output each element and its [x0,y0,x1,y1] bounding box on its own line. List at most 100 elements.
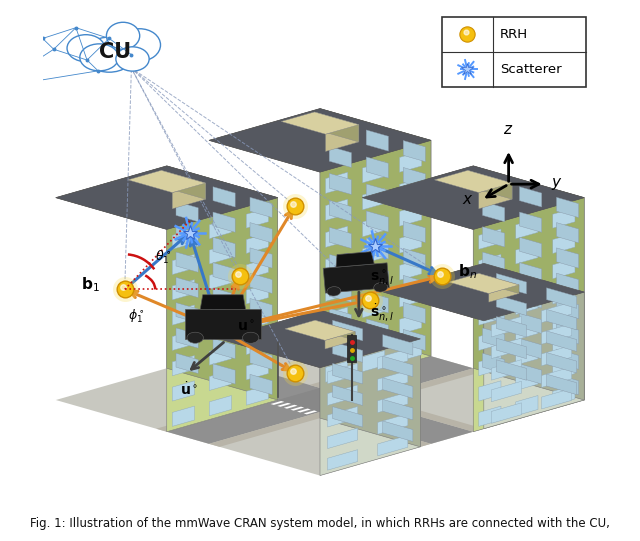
Polygon shape [172,381,195,401]
Polygon shape [497,316,527,337]
Polygon shape [399,259,422,280]
Polygon shape [336,252,374,267]
Polygon shape [362,216,385,237]
Polygon shape [213,187,235,207]
Polygon shape [176,353,198,373]
Polygon shape [277,403,291,407]
Polygon shape [399,232,422,253]
Ellipse shape [67,35,105,62]
Polygon shape [553,385,575,405]
Text: $\mathbf{b}_n$: $\mathbf{b}_n$ [458,262,477,281]
Polygon shape [326,172,348,194]
Polygon shape [176,201,198,222]
Polygon shape [213,288,235,308]
Polygon shape [291,407,304,411]
Polygon shape [553,208,575,228]
Polygon shape [326,361,348,382]
Polygon shape [516,269,538,289]
Polygon shape [309,412,431,447]
Polygon shape [314,112,359,142]
Polygon shape [333,320,363,341]
Polygon shape [479,381,501,401]
Polygon shape [556,197,579,217]
Polygon shape [309,353,431,388]
Polygon shape [366,292,388,313]
Polygon shape [326,253,348,274]
Polygon shape [556,222,579,243]
Polygon shape [473,166,584,400]
Polygon shape [329,200,351,221]
Polygon shape [399,178,422,199]
Polygon shape [449,273,519,294]
Polygon shape [399,286,422,307]
Polygon shape [489,285,519,302]
Polygon shape [315,320,355,340]
Ellipse shape [187,332,204,343]
Polygon shape [200,295,246,309]
Polygon shape [403,221,426,242]
Polygon shape [284,405,298,408]
Polygon shape [167,356,473,444]
Polygon shape [213,237,235,258]
Polygon shape [378,392,408,413]
Polygon shape [329,146,351,168]
Polygon shape [326,124,359,151]
Polygon shape [492,381,522,402]
Polygon shape [479,305,501,325]
Polygon shape [479,273,519,294]
Polygon shape [246,208,268,228]
Text: $y$: $y$ [551,176,563,192]
Polygon shape [250,299,272,319]
Text: $\dot{\mathbf{u}}^\circ$: $\dot{\mathbf{u}}^\circ$ [180,381,199,398]
Polygon shape [468,170,512,199]
Polygon shape [161,170,205,199]
Polygon shape [541,302,572,322]
Polygon shape [362,166,584,229]
Polygon shape [516,320,538,340]
Polygon shape [213,313,235,333]
Text: CU: CU [99,42,131,62]
Polygon shape [246,309,268,329]
Polygon shape [362,368,484,403]
Polygon shape [167,166,278,400]
Text: $\phi_1^\circ$: $\phi_1^\circ$ [127,308,145,325]
Polygon shape [176,328,198,348]
Polygon shape [209,412,331,447]
Polygon shape [329,308,351,329]
Polygon shape [172,330,195,351]
Ellipse shape [119,29,161,61]
Polygon shape [497,360,527,380]
Polygon shape [378,414,408,434]
Polygon shape [479,254,501,275]
Bar [348,335,356,362]
Polygon shape [435,170,512,193]
Polygon shape [553,309,575,329]
Polygon shape [556,248,579,268]
Polygon shape [383,378,413,398]
Polygon shape [479,330,501,351]
Polygon shape [541,367,572,387]
Polygon shape [556,324,579,344]
Polygon shape [56,166,278,229]
Polygon shape [516,345,538,365]
Polygon shape [366,211,388,232]
Polygon shape [326,226,348,247]
Polygon shape [553,259,575,279]
Polygon shape [246,259,268,279]
Polygon shape [520,187,541,207]
Polygon shape [553,334,575,354]
Polygon shape [172,305,195,325]
Polygon shape [479,355,501,376]
Polygon shape [399,205,422,226]
Polygon shape [403,302,426,324]
Polygon shape [362,324,385,345]
Polygon shape [516,219,538,239]
Ellipse shape [106,22,140,49]
Polygon shape [366,157,388,178]
Polygon shape [246,334,268,354]
Polygon shape [403,141,426,162]
Polygon shape [250,248,272,268]
Polygon shape [246,284,268,304]
Polygon shape [172,229,195,249]
Polygon shape [556,374,579,394]
